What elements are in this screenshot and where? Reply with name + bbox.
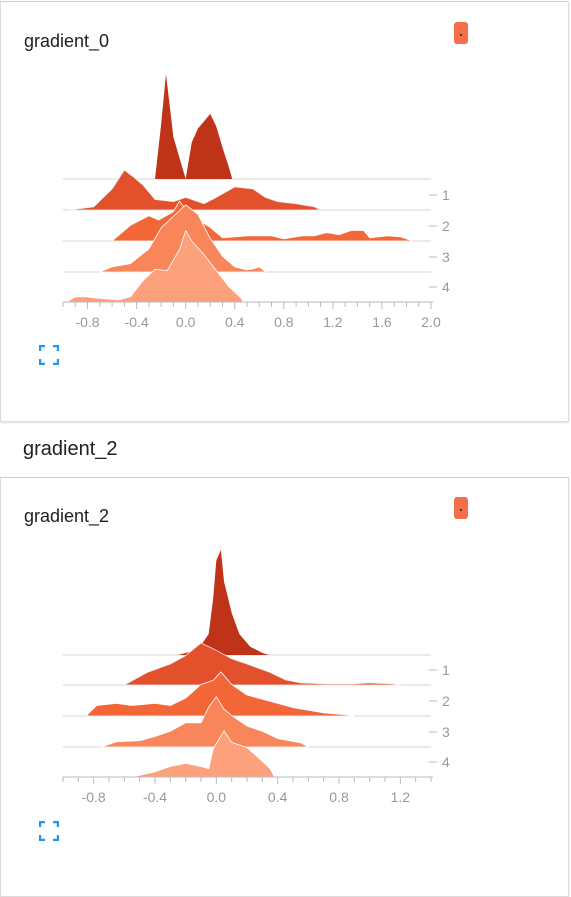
- menu-dots-icon: [460, 508, 462, 511]
- x-tick-label: 1.2: [323, 314, 343, 330]
- x-tick-label: -0.8: [82, 789, 106, 805]
- y-tick-label: 3: [442, 724, 450, 740]
- distribution-chart: 1 2 3 4 -0.8 -0.4 0.0 0.4 0.8 1.2 1.6 2.0: [62, 74, 450, 330]
- x-tick-label: 2.0: [421, 314, 441, 330]
- x-tick-label: 0.0: [176, 314, 196, 330]
- x-tick-label: 1.2: [391, 789, 411, 805]
- menu-button[interactable]: [454, 497, 468, 519]
- ridge-area-step-4: [66, 230, 244, 303]
- distribution-chart: 1 2 3 4 -0.8 -0.4 0.0 0.4 0.8 1.2: [62, 550, 450, 805]
- ridge-area-step-3: [99, 204, 266, 273]
- y-tick-label: 2: [442, 218, 450, 234]
- card-title: gradient_0: [24, 31, 110, 51]
- expand-icon[interactable]: [39, 345, 59, 365]
- y-tick-label: 1: [442, 662, 450, 678]
- card-title: gradient_2: [24, 506, 110, 526]
- section-title: gradient_2: [23, 438, 118, 460]
- y-tick-label: 4: [442, 279, 450, 295]
- menu-button[interactable]: [454, 22, 468, 44]
- expand-icon[interactable]: [39, 821, 59, 841]
- x-tick-label: 1.6: [372, 314, 392, 330]
- y-tick-label: 3: [442, 249, 450, 265]
- y-tick-label: 2: [442, 693, 450, 709]
- ridge-area-step-0: [155, 74, 233, 179]
- ridge-area-step-1: [123, 642, 401, 686]
- x-tick-label: -0.4: [143, 789, 167, 805]
- x-tick-label: 0.8: [274, 314, 294, 330]
- menu-dots-icon: [460, 33, 462, 36]
- x-tick-label: -0.4: [125, 314, 149, 330]
- x-tick-label: 0.8: [329, 789, 349, 805]
- chart-card-gradient-0: gradient_0 1 2 3 4 -0.8 -0.4 0.0 0.4 0.8 1.2 1.6 2.…: [0, 1, 569, 422]
- y-tick-label: 1: [442, 187, 450, 203]
- ridge-area-step-2: [85, 671, 355, 717]
- ridge-area-step-0: [178, 550, 269, 655]
- ridge-area-step-1: [68, 169, 321, 211]
- x-tick-label: 0.4: [225, 314, 245, 330]
- ridge-area-step-4: [131, 730, 275, 778]
- x-tick-label: -0.8: [75, 314, 99, 330]
- chart-card-gradient-2: gradient_2 1 2 3 4 -0.8 -0.4 0.0 0.4 0.8 1.2: [0, 477, 569, 897]
- ridge-area-step-3: [100, 696, 309, 748]
- y-tick-label: 4: [442, 754, 450, 770]
- x-tick-label: 0.0: [207, 789, 227, 805]
- x-tick-label: 0.4: [268, 789, 288, 805]
